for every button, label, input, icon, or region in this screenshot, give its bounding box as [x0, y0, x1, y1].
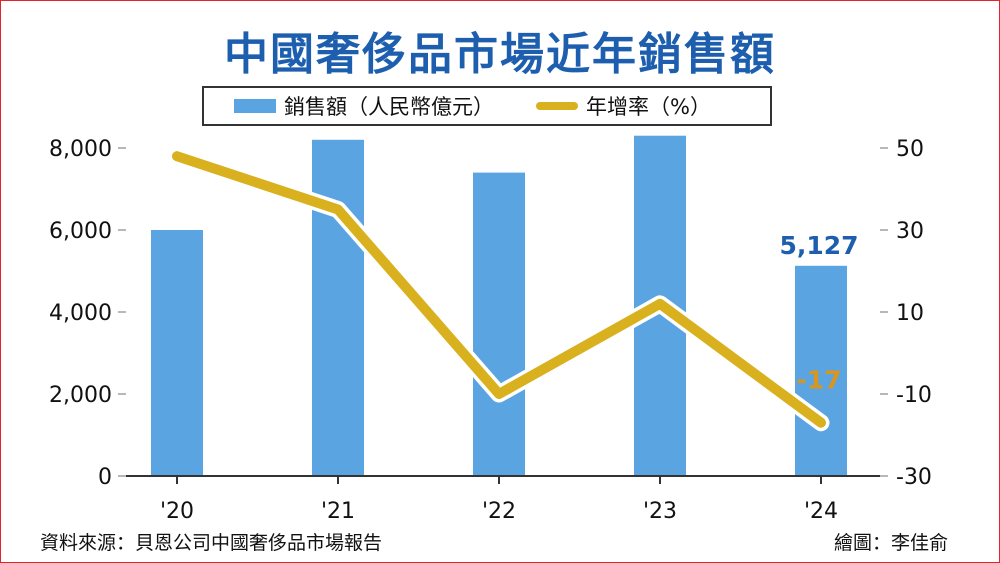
right-axis-tick-label: -30	[896, 465, 932, 490]
right-axis-tick-label: 10	[896, 301, 924, 326]
legend-line-swatch	[536, 102, 578, 110]
left-axis-tick-label: 4,000	[49, 301, 112, 326]
bar-21	[312, 139, 364, 477]
x-axis-tick-label: '22	[482, 499, 516, 524]
right-axis-tick-label: 30	[896, 219, 924, 244]
bar-24	[795, 265, 847, 476]
graphic-credit: 繪圖：李佳俞	[833, 532, 948, 554]
line-value-label: -17	[796, 366, 841, 395]
bar-20	[151, 230, 203, 476]
right-axis-tick-label: 50	[896, 137, 924, 162]
legend-bar-label: 銷售額（人民幣億元）	[284, 95, 494, 119]
left-axis-tick-label: 8,000	[49, 137, 112, 162]
legend-bar-swatch	[234, 99, 276, 113]
chart-legend: 銷售額（人民幣億元） 年增率（%）	[202, 86, 772, 126]
bar-value-label: 5,127	[779, 231, 858, 260]
x-axis-tick-label: '23	[643, 499, 677, 524]
x-axis-tick-label: '24	[804, 499, 838, 524]
legend-line-label: 年增率（%）	[586, 95, 711, 119]
right-axis-tick-label: -10	[896, 383, 932, 408]
chart-title: 中國奢侈品市場近年銷售額	[224, 29, 776, 80]
growth-point-22	[495, 390, 503, 398]
left-axis-tick-label: 2,000	[49, 383, 112, 408]
x-axis-tick-label: '21	[321, 499, 355, 524]
left-axis-tick-label: 6,000	[49, 219, 112, 244]
bar-22	[473, 172, 525, 476]
growth-point-23	[656, 299, 664, 308]
growth-point-24	[817, 418, 825, 427]
growth-point-20	[173, 152, 181, 161]
left-axis-tick-label: 0	[98, 465, 112, 490]
source-note: 資料來源：貝恩公司中國奢侈品市場報告	[40, 532, 383, 554]
x-axis-tick-label: '20	[160, 499, 194, 524]
growth-point-21	[334, 205, 342, 214]
